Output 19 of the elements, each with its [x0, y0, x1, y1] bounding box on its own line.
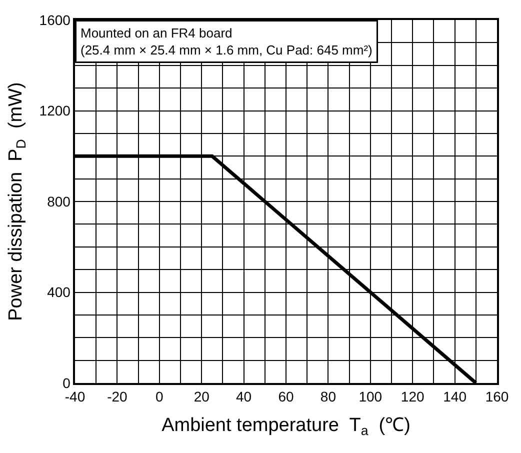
y-tick-label: 0 — [62, 374, 71, 391]
x-tick-label: 140 — [443, 388, 467, 405]
x-tick-label: 120 — [400, 388, 424, 405]
x-tick-label: -40 — [64, 388, 86, 405]
x-tick-label: -20 — [107, 388, 128, 405]
x-tick-label: 20 — [194, 388, 210, 405]
x-axis-title: Ambient temperature T$_{a}$ (℃) — [162, 414, 410, 438]
y-tick-label: 1200 — [39, 102, 71, 119]
x-tick-label: 100 — [358, 388, 382, 405]
annotation: Mounted on an FR4 board — [80, 26, 232, 40]
x-tick-label: 160 — [485, 388, 509, 405]
x-tick-label: 40 — [236, 388, 252, 405]
x-tick-label: 80 — [320, 388, 336, 405]
annotation: (25.4 mm × 25.4 mm × 1.6 mm, Cu Pad: 645 mm²) — [80, 42, 372, 58]
y-tick-label: 400 — [47, 284, 71, 300]
y-tick-label: 800 — [47, 193, 71, 210]
x-tick-label: 0 — [156, 388, 164, 405]
y-tick-label: 1600 — [39, 12, 71, 28]
x-tick-label: 60 — [278, 388, 294, 405]
